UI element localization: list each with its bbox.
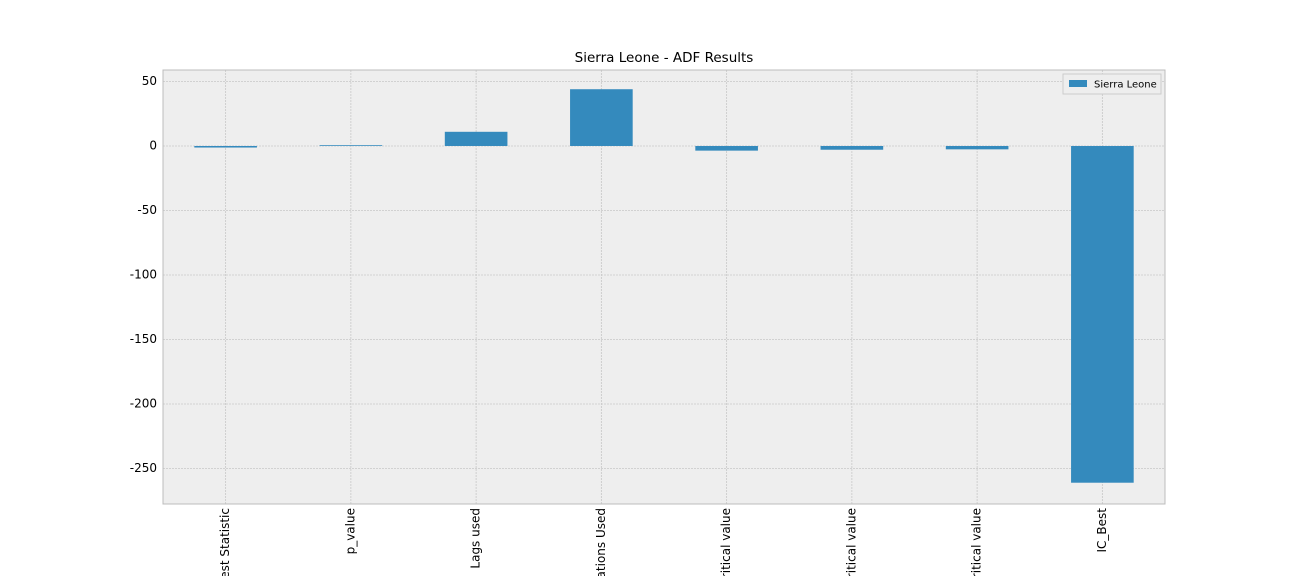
bar <box>945 145 1009 150</box>
y-tick-label: -150 <box>130 332 157 346</box>
bar <box>820 145 884 150</box>
x-tick-label: ritical value <box>719 508 733 576</box>
bar <box>444 131 508 146</box>
plot-area <box>163 70 1165 504</box>
bar <box>194 145 257 148</box>
x-tick-label: p_value <box>343 508 357 554</box>
x-tick-label: ations Used <box>594 508 608 576</box>
y-tick-label: 50 <box>142 74 157 88</box>
legend-swatch <box>1069 80 1087 87</box>
x-tick-label: ritical value <box>844 508 858 576</box>
chart-title: Sierra Leone - ADF Results <box>575 50 754 66</box>
plot-frame <box>162 69 1166 505</box>
legend-label: Sierra Leone <box>1094 80 1157 91</box>
y-tick-label: -250 <box>130 461 157 475</box>
y-tick-label: 0 <box>149 138 157 152</box>
bar <box>695 145 758 151</box>
x-tick-label: ritical value <box>970 508 984 576</box>
x-tick-label: Lags used <box>469 508 483 569</box>
bar <box>319 145 383 146</box>
y-tick-label: -100 <box>130 268 157 282</box>
y-tick-label: -200 <box>130 397 157 411</box>
bar <box>1071 145 1134 483</box>
x-tick-label: IC_Best <box>1095 508 1109 553</box>
y-tick-label: -50 <box>137 203 157 217</box>
bar <box>570 89 633 146</box>
x-tick-label: est Statistic <box>218 508 232 576</box>
legend-box <box>1062 73 1162 95</box>
